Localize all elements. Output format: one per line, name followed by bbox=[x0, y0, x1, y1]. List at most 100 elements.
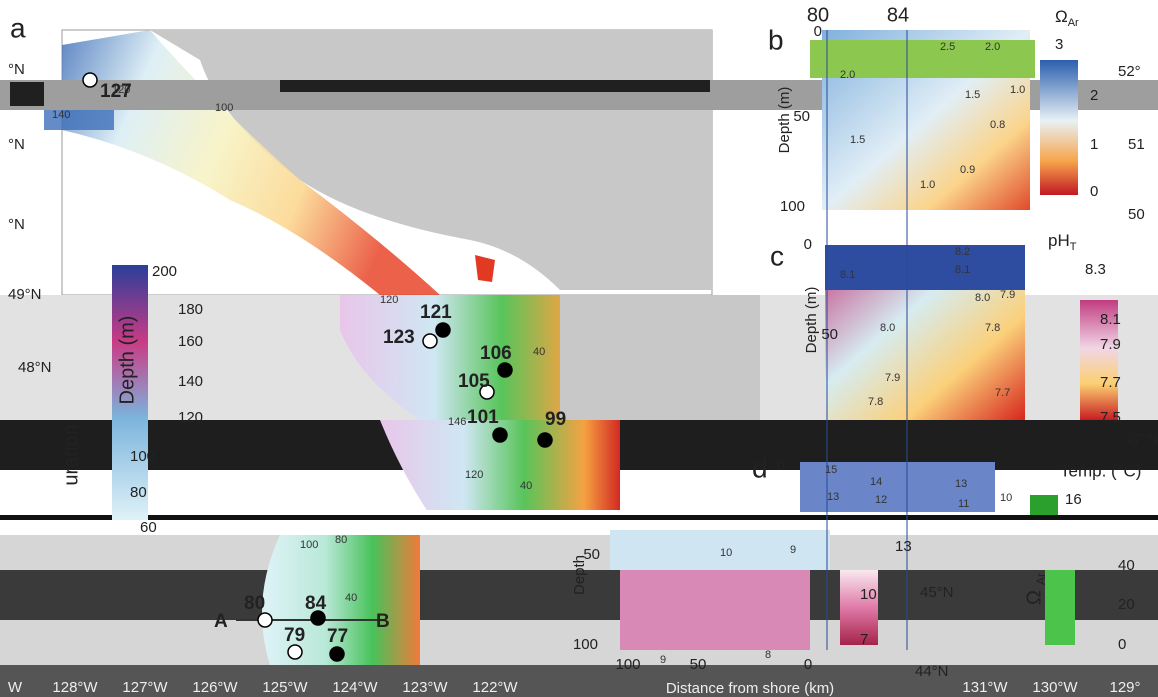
contour-label: 140 bbox=[52, 109, 70, 121]
contour-label: 2.0 bbox=[840, 69, 855, 81]
colorbar-tick: 1 bbox=[1090, 136, 1098, 153]
contour-label: 7.8 bbox=[868, 396, 883, 408]
panel-label: c bbox=[770, 240, 784, 271]
y-tick-label: 0 bbox=[804, 236, 812, 253]
contour-label: 8.0 bbox=[880, 322, 895, 334]
station-marker bbox=[493, 428, 507, 442]
axis-label: Depth (m) bbox=[776, 87, 793, 154]
colorbar bbox=[1030, 495, 1058, 515]
colorbar-tick: 10 bbox=[860, 586, 877, 603]
colorbar-symbol: Ω bbox=[1023, 590, 1045, 605]
y-tick-label: 0 bbox=[814, 23, 822, 40]
panel-label: d bbox=[752, 452, 768, 483]
y-tick-label: 50 bbox=[583, 546, 600, 563]
station-label: 121 bbox=[420, 302, 452, 323]
contour-label: 1.0 bbox=[1010, 84, 1025, 96]
contour-label: 2.5 bbox=[940, 41, 955, 53]
colorbar-tick: 2 bbox=[1090, 87, 1098, 104]
contour-label: 8.0 bbox=[975, 292, 990, 304]
axis-label: Depth (m) bbox=[116, 316, 138, 405]
station-label: 127 bbox=[100, 81, 132, 102]
glitch-band bbox=[0, 515, 1158, 520]
contour-label: 7.9 bbox=[885, 372, 900, 384]
y-tick-label: 100 bbox=[780, 198, 805, 215]
lat-label: 48°N bbox=[18, 359, 52, 376]
contour-label: 40 bbox=[533, 346, 545, 358]
contour-label: 100 bbox=[215, 102, 233, 114]
station-marker bbox=[538, 433, 552, 447]
contour-label: 0.8 bbox=[990, 119, 1005, 131]
contour-label: 120 bbox=[465, 469, 483, 481]
contour-label: 8.2 bbox=[955, 246, 970, 258]
colorbar-title: ΩAr bbox=[1055, 7, 1079, 28]
station-marker bbox=[83, 73, 97, 87]
contour-label: 8.1 bbox=[840, 269, 855, 281]
contour-label: 13 bbox=[827, 491, 839, 503]
colorbar bbox=[1040, 60, 1078, 195]
contour-label: 120 bbox=[380, 294, 398, 306]
panel-label: b bbox=[768, 24, 784, 55]
lat-label: 50 bbox=[1128, 206, 1145, 223]
y-tick-label: 0 bbox=[777, 457, 785, 474]
station-marker bbox=[330, 647, 344, 661]
lon-label: 129° bbox=[1109, 679, 1140, 696]
lon-label: 122°W bbox=[472, 679, 518, 696]
colorbar-tick: 80 bbox=[130, 484, 147, 501]
colorbar-subscript: Ar bbox=[1068, 17, 1079, 29]
station-label: 84 bbox=[305, 593, 327, 614]
station-marker bbox=[436, 323, 450, 337]
contour-label: 15 bbox=[825, 464, 837, 476]
colorbar-subscript: T bbox=[1070, 241, 1077, 253]
transect-label: A bbox=[214, 611, 228, 632]
contour-label: 7.9 bbox=[1000, 289, 1015, 301]
axis-label: Depth (m) bbox=[803, 287, 820, 354]
contour-label: 8 bbox=[765, 649, 771, 661]
contour-label: 0.9 bbox=[960, 164, 975, 176]
contour-label: 80 bbox=[335, 534, 347, 546]
contour-label: 11 bbox=[958, 498, 969, 510]
lon-label: 126°W bbox=[192, 679, 238, 696]
land bbox=[560, 295, 760, 420]
colorbar-tick: 140 bbox=[178, 373, 203, 390]
station-marker bbox=[288, 645, 302, 659]
colorbar-title: Temp. (°C) bbox=[1060, 461, 1141, 480]
colorbar-tick: 20 bbox=[1118, 596, 1135, 613]
y-tick-label: 100 bbox=[573, 636, 598, 653]
contour-label: 9 bbox=[660, 654, 666, 666]
colorbar-tick: 120 bbox=[178, 409, 203, 426]
contour-label: 2.0 bbox=[985, 41, 1000, 53]
colorbar bbox=[1045, 570, 1075, 645]
lat-label: 52° bbox=[1118, 63, 1141, 80]
lon-label: 127°W bbox=[122, 679, 168, 696]
station-label: 77 bbox=[327, 626, 348, 647]
lat-label: °N bbox=[8, 216, 25, 233]
colorbar-tick: 180 bbox=[178, 301, 203, 318]
contour-label: 7.8 bbox=[985, 322, 1000, 334]
colorbar-subscript: Ar bbox=[1034, 573, 1048, 585]
lon-label: 131°W bbox=[962, 679, 1008, 696]
lon-label: W bbox=[8, 679, 23, 696]
colorbar-tick: 0 bbox=[1118, 636, 1126, 653]
lon-label: 124°W bbox=[332, 679, 378, 696]
contour-label: 12 bbox=[875, 494, 887, 506]
station-label: 105 bbox=[458, 371, 490, 392]
colorbar-tick: 0 bbox=[1090, 183, 1098, 200]
colorbar-tick: 3 bbox=[1055, 36, 1063, 53]
panel-label: a bbox=[10, 12, 26, 43]
colorbar bbox=[840, 570, 878, 645]
lon-label: 128°W bbox=[52, 679, 98, 696]
colorbar-tick: 40 bbox=[1118, 557, 1135, 574]
lat-label: 51 bbox=[1128, 136, 1145, 153]
colorbar-title: uration bbox=[60, 424, 82, 485]
contour-label: 146 bbox=[448, 416, 466, 428]
contour-label: 100 bbox=[300, 539, 318, 551]
contour-label: 10 bbox=[720, 547, 732, 559]
station-marker bbox=[498, 363, 512, 377]
station-label: 106 bbox=[480, 343, 512, 364]
station-label: 80 bbox=[244, 593, 265, 614]
x-tick-label: 100 bbox=[615, 656, 640, 673]
colorbar-tick: 13 bbox=[895, 538, 912, 555]
axis-label: Distance from shore (km) bbox=[666, 680, 834, 697]
y-tick-label: 50 bbox=[821, 326, 838, 343]
colorbar-tick: 8.3 bbox=[1085, 261, 1106, 278]
